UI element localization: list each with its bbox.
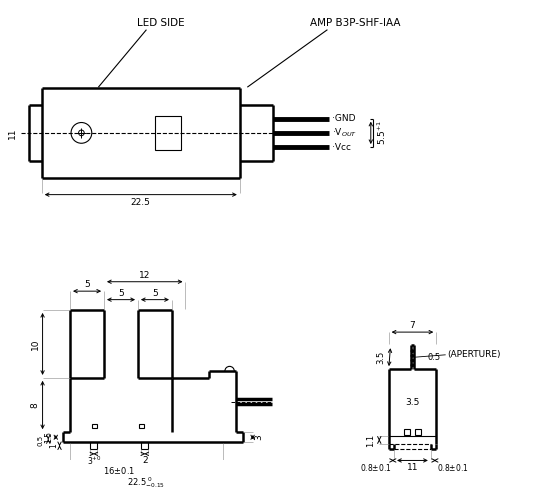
Bar bbox=[139, 424, 144, 429]
Text: 12: 12 bbox=[139, 271, 151, 280]
Bar bbox=[404, 429, 409, 434]
Circle shape bbox=[411, 350, 414, 353]
Text: (APERTURE): (APERTURE) bbox=[447, 350, 501, 359]
Text: 3$^{+0}$: 3$^{+0}$ bbox=[87, 454, 101, 467]
Text: 22.5: 22.5 bbox=[131, 198, 151, 206]
Text: 5: 5 bbox=[84, 280, 90, 289]
Text: 0.8$\pm$0.1: 0.8$\pm$0.1 bbox=[360, 463, 391, 473]
Text: 7: 7 bbox=[409, 321, 416, 330]
Text: ·GND: ·GND bbox=[332, 114, 356, 123]
Text: 8: 8 bbox=[31, 402, 40, 408]
Text: 3.5: 3.5 bbox=[405, 398, 419, 407]
Text: ·Vcc: ·Vcc bbox=[332, 143, 351, 151]
Text: 5: 5 bbox=[152, 288, 158, 298]
Bar bbox=[91, 442, 97, 449]
Text: 10: 10 bbox=[31, 338, 40, 350]
Text: 0.8$\pm$0.1: 0.8$\pm$0.1 bbox=[437, 463, 469, 473]
Circle shape bbox=[411, 364, 414, 367]
Text: 11: 11 bbox=[8, 127, 17, 139]
Bar bbox=[141, 442, 148, 449]
Text: 22.5$^{\ 0}_{-0.15}$: 22.5$^{\ 0}_{-0.15}$ bbox=[127, 475, 166, 487]
Circle shape bbox=[411, 359, 414, 362]
Text: 2: 2 bbox=[142, 456, 148, 465]
Text: 3: 3 bbox=[255, 434, 264, 440]
Text: LED SIDE: LED SIDE bbox=[137, 18, 184, 28]
Text: 0.5: 0.5 bbox=[38, 435, 44, 446]
Bar bbox=[155, 116, 181, 150]
Text: AMP B3P-SHF-IAA: AMP B3P-SHF-IAA bbox=[310, 18, 401, 28]
Text: 1.1: 1.1 bbox=[366, 433, 375, 447]
Bar bbox=[92, 424, 96, 429]
Circle shape bbox=[411, 355, 414, 357]
Text: 1: 1 bbox=[49, 443, 58, 448]
Text: 1.5: 1.5 bbox=[44, 431, 53, 443]
Text: 11: 11 bbox=[407, 464, 418, 472]
Text: 5.5$^{+1}$: 5.5$^{+1}$ bbox=[376, 120, 388, 146]
Text: 5: 5 bbox=[118, 288, 124, 298]
Text: 16$\pm$0.1: 16$\pm$0.1 bbox=[103, 465, 136, 476]
Bar bbox=[416, 429, 421, 434]
Text: 0.5: 0.5 bbox=[427, 353, 441, 362]
Text: 3.5: 3.5 bbox=[377, 351, 386, 364]
Text: ·V$_{OUT}$: ·V$_{OUT}$ bbox=[332, 127, 357, 139]
